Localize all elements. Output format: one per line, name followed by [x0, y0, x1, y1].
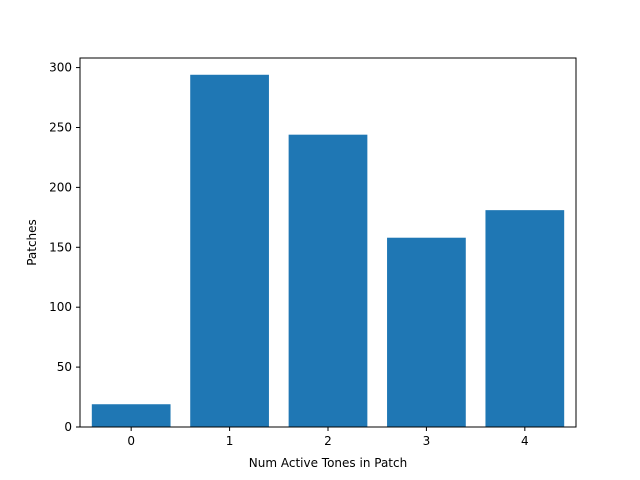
- bars-group: [91, 74, 565, 428]
- y-axis-ticks: 0 50 100 150 200 250 300: [49, 61, 80, 434]
- plot-frame: [79, 57, 577, 428]
- y-tick-label: 300: [49, 61, 72, 75]
- x-tick-label: 2: [324, 434, 332, 448]
- y-tick-label: 250: [49, 120, 72, 134]
- y-tick-label: 200: [49, 180, 72, 194]
- y-tick-label: 50: [57, 360, 72, 374]
- y-axis-label: Patches: [25, 219, 39, 266]
- bar-1: [190, 74, 269, 428]
- x-tick-label: 4: [521, 434, 529, 448]
- x-tick-label: 1: [226, 434, 234, 448]
- bar-3: [387, 237, 466, 427]
- x-axis-label: Num Active Tones in Patch: [249, 456, 407, 470]
- bar-0: [91, 404, 171, 427]
- y-tick-label: 150: [49, 240, 72, 254]
- y-tick-label: 0: [64, 420, 72, 434]
- bar-4: [485, 210, 565, 427]
- y-tick-label: 100: [49, 300, 72, 314]
- bar-2: [288, 134, 368, 427]
- x-axis-ticks: 0 1 2 3 4: [127, 427, 529, 448]
- x-tick-label: 3: [423, 434, 431, 448]
- x-tick-label: 0: [127, 434, 135, 448]
